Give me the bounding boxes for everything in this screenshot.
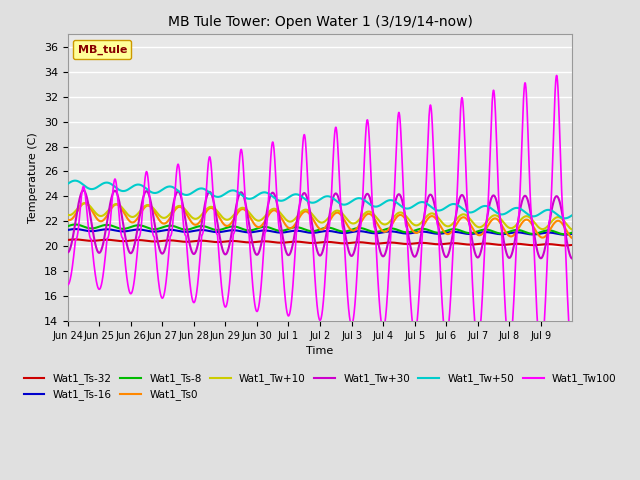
Y-axis label: Temperature (C): Temperature (C): [28, 132, 38, 223]
Legend: Wat1_Ts-32, Wat1_Ts-16, Wat1_Ts-8, Wat1_Ts0, Wat1_Tw+10, Wat1_Tw+30, Wat1_Tw+50,: Wat1_Ts-32, Wat1_Ts-16, Wat1_Ts-8, Wat1_…: [19, 369, 621, 405]
X-axis label: Time: Time: [307, 346, 333, 356]
Title: MB Tule Tower: Open Water 1 (3/19/14-now): MB Tule Tower: Open Water 1 (3/19/14-now…: [168, 15, 472, 29]
